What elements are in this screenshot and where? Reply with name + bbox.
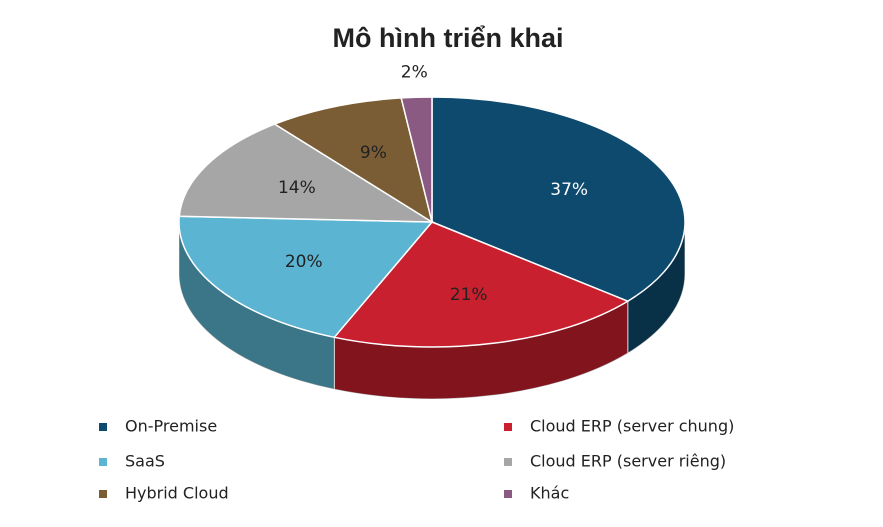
legend-swatch	[504, 490, 512, 498]
legend-label: SaaS	[125, 452, 165, 471]
legend-swatch	[99, 423, 107, 431]
legend-swatch	[504, 458, 512, 466]
slice	[178, 123, 435, 223]
legend-label: On-Premise	[125, 417, 217, 436]
legend-swatch	[99, 490, 107, 498]
slice-side-shade	[627, 222, 685, 354]
legend-label: Khác	[530, 484, 569, 503]
slice	[400, 96, 433, 223]
slice	[178, 215, 434, 339]
legend-label: Hybrid Cloud	[125, 484, 229, 503]
legend-swatch	[504, 423, 512, 431]
value-label: 20%	[285, 252, 323, 272]
legend-label: Cloud ERP (server chung)	[530, 417, 734, 436]
legend-swatch	[99, 458, 107, 466]
slice-side-shade	[179, 222, 335, 390]
slice	[273, 97, 434, 224]
slice-side-shade	[334, 301, 628, 400]
value-label: 37%	[550, 180, 588, 200]
value-label: 14%	[278, 178, 316, 198]
value-label: 21%	[450, 285, 488, 305]
chart-title: Mô hình triển khai	[332, 23, 563, 53]
slice	[332, 221, 630, 348]
value-label: 2%	[401, 63, 428, 83]
legend-label: Cloud ERP (server riêng)	[530, 452, 726, 471]
value-label: 9%	[360, 143, 387, 163]
slice	[431, 96, 686, 303]
